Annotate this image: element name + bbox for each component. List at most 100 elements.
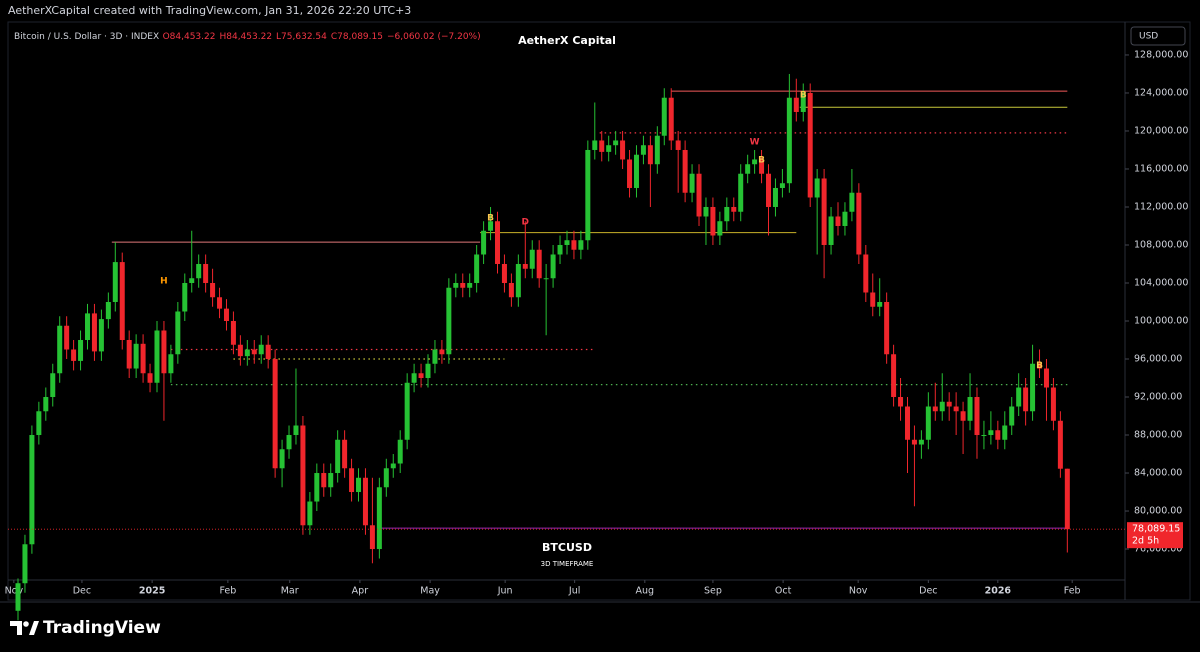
candle-body (981, 435, 987, 437)
candle-body (675, 140, 681, 150)
x-tick-label: Jun (497, 586, 513, 597)
logo-shape (29, 621, 39, 635)
candle-body (494, 221, 500, 264)
candle-body (98, 319, 104, 352)
candle-body (460, 282, 466, 288)
candle-body (133, 343, 139, 369)
candle-body (43, 397, 49, 412)
candle-body (335, 439, 341, 474)
low-label: L75,632.54 (276, 32, 327, 42)
x-tick-label: 2026 (985, 586, 1012, 597)
candle-body (362, 477, 368, 526)
candle-body (939, 401, 945, 412)
candle-body (870, 292, 876, 307)
candle-body (1037, 363, 1043, 369)
high-label: H84,453.22 (219, 32, 272, 42)
candle-body (766, 173, 772, 207)
candle-body (918, 439, 924, 445)
candle-body (620, 140, 626, 160)
candle-body (536, 249, 542, 279)
candle-body (453, 282, 459, 288)
candle-body (182, 282, 188, 312)
candle-body (244, 349, 250, 357)
candle-body (488, 221, 494, 231)
candle-body (724, 206, 730, 222)
candle-body (404, 382, 410, 440)
annotation: H (160, 277, 168, 287)
candle-body (995, 430, 1001, 440)
candle-body (376, 487, 382, 550)
candle-body (369, 525, 375, 550)
candle-body (29, 435, 35, 545)
candle-body (425, 363, 431, 379)
candle-body (57, 325, 63, 374)
x-tick-label: Nov (5, 586, 24, 597)
candle-body (835, 216, 841, 226)
y-tick-label: 112,000.00 (1134, 201, 1188, 212)
candle-body (932, 406, 938, 412)
x-tick-label: Jul (568, 586, 580, 597)
watermark: BTCUSD (542, 541, 592, 554)
candle-body (543, 278, 549, 280)
annotation: B (1036, 361, 1043, 371)
logo-dot (23, 621, 29, 627)
candle-body (474, 254, 480, 283)
candle-body (529, 249, 535, 269)
y-tick-label: 120,000.00 (1134, 125, 1188, 136)
x-tick-label: Sep (704, 586, 722, 597)
candle-body (633, 154, 639, 188)
candle-body (800, 92, 806, 112)
y-tick-label: 76,000.00 (1134, 544, 1182, 555)
currency[interactable]: USD (1139, 32, 1158, 42)
candle-body (828, 216, 834, 245)
x-tick-label: Feb (219, 586, 236, 597)
candle-body (988, 430, 994, 436)
candle-body (272, 359, 278, 469)
candle-body (203, 263, 209, 283)
candle-body (446, 287, 452, 355)
candle-body (627, 159, 633, 188)
candle-body (654, 135, 660, 165)
candle-body (411, 373, 417, 383)
candle-body (300, 425, 306, 526)
candle-body (50, 373, 56, 398)
y-tick-label: 124,000.00 (1134, 87, 1188, 98)
candle-body (606, 145, 612, 152)
candle-body (251, 349, 257, 355)
candle-body (84, 313, 90, 341)
candle-body (599, 140, 605, 152)
candle-body (585, 149, 591, 241)
logo-shape (10, 621, 22, 635)
candle-body (217, 297, 223, 309)
candle-body (752, 159, 758, 165)
candle-body (1030, 363, 1036, 412)
x-tick-label: Apr (352, 586, 369, 597)
candle-body (960, 411, 966, 421)
annotation: B (487, 213, 494, 223)
candle-body (1064, 468, 1070, 530)
y-tick-label: 104,000.00 (1134, 277, 1188, 288)
candle-body (230, 320, 236, 345)
candle-body (418, 373, 424, 379)
candle-body (710, 206, 716, 236)
candle-body (1023, 387, 1029, 412)
candle-body (175, 311, 181, 355)
y-tick-label: 88,000.00 (1134, 430, 1182, 441)
currency-button[interactable] (1130, 26, 1186, 46)
candle-body (849, 192, 855, 212)
candle-body (161, 330, 167, 374)
candle-body (119, 262, 125, 341)
candle-body (223, 308, 229, 321)
candle-body (967, 397, 973, 421)
y-tick-label: 84,000.00 (1134, 468, 1182, 479)
annotation: D (522, 218, 529, 228)
x-tick-label: May (420, 586, 440, 597)
open-label: O84,453.22 (163, 32, 216, 42)
candle-body (689, 173, 695, 193)
candle-body (314, 473, 320, 502)
candle-body (321, 473, 327, 488)
candle-body (501, 263, 507, 283)
x-tick-label: Nov (849, 586, 868, 597)
